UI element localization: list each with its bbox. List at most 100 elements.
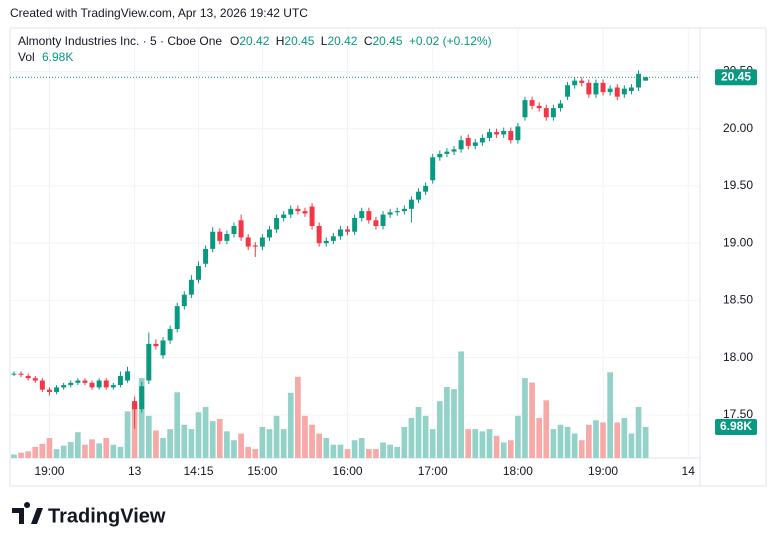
x-tick-label: 17:00 [418, 464, 448, 478]
volume-bar [75, 432, 81, 458]
volume-bar [557, 424, 564, 458]
volume-bar [600, 422, 606, 458]
candle-body [359, 211, 365, 218]
candle-body [146, 343, 152, 381]
candle-body [373, 220, 379, 227]
candle-body [61, 385, 67, 388]
volume-bar [436, 401, 443, 458]
candle-body [39, 380, 45, 390]
volume-bar [96, 443, 102, 458]
volume-bar [280, 429, 287, 458]
candle-body [196, 266, 201, 280]
legend-symbol: Almonty Industries Inc. · 5 · Cboe One [18, 34, 222, 48]
candle-body [117, 375, 123, 386]
volume-bar [451, 389, 457, 458]
candle-body [32, 378, 38, 381]
volume-bar [422, 415, 429, 458]
candle-body [224, 234, 230, 241]
x-tick-label: 19:00 [34, 464, 64, 478]
volume-bar [117, 446, 124, 458]
volume-layer [11, 351, 649, 458]
volume-bar [330, 444, 337, 458]
candle-layer [10, 70, 700, 429]
candle-body [46, 389, 52, 392]
volume-bar [216, 418, 223, 458]
volume-bar [295, 376, 301, 458]
x-tick-label: 15:00 [247, 464, 277, 478]
candle-body [437, 153, 443, 158]
volume-bar [103, 438, 110, 458]
volume-bar [138, 378, 145, 458]
candle-body [323, 240, 329, 244]
volume-bar [202, 406, 209, 458]
volume-bar [351, 440, 358, 458]
x-tick-label: 14 [682, 464, 696, 478]
volume-bar [174, 392, 181, 458]
candle-body [25, 375, 31, 379]
volume-bar [287, 392, 294, 458]
candle-body [302, 211, 308, 214]
y-tick-label: 19.00 [723, 235, 753, 249]
volume-bar [252, 449, 259, 458]
candle-body [472, 142, 478, 146]
candle-body [110, 385, 116, 388]
y-tick-label: 20.00 [723, 121, 753, 135]
candle-body [430, 157, 436, 181]
volume-bar [635, 406, 642, 458]
volume-bar [642, 427, 649, 458]
volume-bar [302, 415, 308, 458]
candle-body [572, 80, 578, 86]
candle-body [536, 105, 542, 109]
legend-vol: Vol [18, 50, 35, 64]
volume-bar [465, 429, 472, 458]
candle-body [451, 149, 457, 152]
volume-bar [500, 442, 507, 458]
candle-body [479, 137, 485, 143]
volume-bar [621, 418, 628, 458]
volume-bar [628, 433, 635, 458]
legend-ohlc: O20.42 H20.45 L20.42 C20.45 +0.02 (+0.12… [230, 34, 492, 48]
volume-bar [550, 429, 557, 458]
volume-bar [586, 424, 592, 458]
volume-bar [536, 418, 543, 458]
candle-body [139, 386, 145, 410]
last-volume-box [715, 419, 757, 436]
candle-body [316, 226, 322, 244]
volume-bar [60, 445, 67, 458]
legend-low: 20.42 [327, 34, 357, 48]
volume-bar [522, 378, 528, 458]
candle-body [259, 237, 265, 247]
volume-bar [67, 442, 74, 458]
legend-high: 20.45 [284, 34, 314, 48]
candle-body [188, 279, 194, 295]
volume-bar [394, 446, 401, 458]
volume-bar [415, 406, 422, 458]
candle-body [203, 248, 209, 264]
x-tick-label: 14:15 [183, 464, 213, 478]
volume-bar [607, 372, 613, 458]
candle-body [401, 208, 407, 212]
volume-bar [131, 402, 138, 458]
candle-body [330, 236, 336, 241]
volume-bar [429, 429, 436, 458]
candle-body [18, 373, 24, 375]
volume-bar [11, 454, 17, 458]
volume-bar [124, 411, 131, 458]
volume-bar [53, 449, 60, 458]
volume-bar [493, 435, 500, 458]
volume-bar [578, 440, 585, 458]
volume-bar [344, 449, 351, 458]
candle-body [408, 199, 414, 209]
candle-body [309, 206, 315, 227]
candle-body [245, 237, 251, 247]
legend-c: C [364, 34, 373, 48]
x-tick-label: 13 [128, 464, 142, 478]
volume-bar [25, 451, 32, 458]
volume-bar [259, 426, 266, 458]
candle-body [387, 212, 393, 215]
candle-body [181, 294, 187, 307]
candle-body [501, 131, 507, 135]
candle-body [565, 85, 571, 97]
candle-body [103, 380, 109, 388]
volume-bar [543, 400, 550, 458]
